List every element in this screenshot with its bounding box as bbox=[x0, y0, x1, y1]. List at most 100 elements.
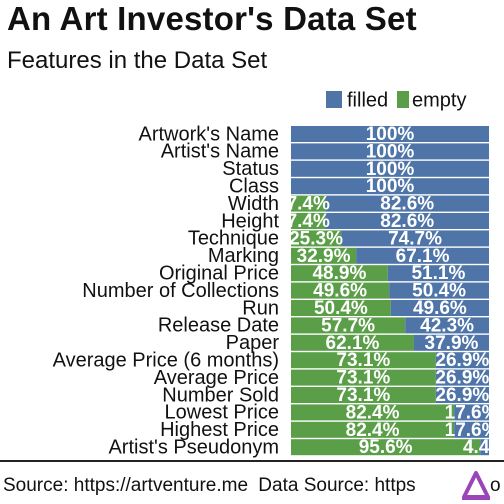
data-label-filled: 100% bbox=[366, 159, 415, 180]
data-label-filled: 51.1% bbox=[411, 263, 465, 284]
data-label-empty: 95.6% bbox=[359, 437, 413, 458]
category-label: Height bbox=[221, 210, 279, 232]
data-label-empty: 82.4% bbox=[346, 420, 400, 441]
bar-filled bbox=[435, 352, 489, 369]
bar-filled bbox=[389, 282, 489, 299]
bar-filled bbox=[356, 247, 489, 264]
category-label: Status bbox=[222, 158, 279, 180]
data-label-empty: 73.1% bbox=[336, 350, 390, 371]
bar-filled bbox=[387, 265, 489, 282]
bar-empty bbox=[291, 387, 436, 403]
category-label: Highest Price bbox=[160, 419, 279, 441]
data-label-empty: 73.1% bbox=[336, 368, 390, 389]
legend-label-empty: empty bbox=[412, 89, 466, 111]
legend-swatch-filled bbox=[326, 91, 342, 108]
category-label: Release Date bbox=[158, 315, 279, 337]
data-label-filled: 17.6% bbox=[445, 402, 499, 423]
data-label-empty: 57.7% bbox=[321, 315, 375, 336]
triangle-logo-icon bbox=[462, 471, 490, 500]
data-label-filled: 82.6% bbox=[380, 211, 434, 232]
category-label: Lowest Price bbox=[165, 402, 280, 424]
data-label-empty: 49.6% bbox=[313, 281, 367, 302]
bar-filled bbox=[454, 404, 489, 421]
data-label-filled: 74.7% bbox=[388, 228, 442, 249]
footer-divider bbox=[0, 460, 504, 462]
data-label-empty: 62.1% bbox=[326, 333, 380, 354]
bar-filled bbox=[291, 160, 489, 177]
data-label-empty: 50.4% bbox=[314, 298, 368, 319]
data-label-filled: 100% bbox=[366, 176, 415, 197]
category-label: Marking bbox=[208, 245, 279, 267]
bar-empty bbox=[291, 334, 414, 351]
bar-filled bbox=[480, 439, 489, 456]
data-label-empty: 73.1% bbox=[336, 385, 390, 406]
footer-sources: Source: https://artventure.me Data Sourc… bbox=[3, 474, 416, 498]
chart-subtitle: Features in the Data Set bbox=[7, 47, 268, 74]
bar-filled bbox=[454, 421, 489, 438]
bar-empty bbox=[291, 369, 436, 386]
data-label-filled: 82.6% bbox=[380, 194, 434, 215]
bar-empty bbox=[291, 317, 406, 334]
category-label: Run bbox=[242, 297, 279, 319]
bar-empty bbox=[291, 439, 481, 456]
bar-filled bbox=[291, 178, 489, 195]
category-label: Artist's Name bbox=[161, 141, 279, 163]
data-label-filled: 26.9% bbox=[435, 350, 489, 371]
category-label: Original Price bbox=[159, 262, 279, 284]
data-label-filled: 100% bbox=[366, 141, 415, 162]
chart-title: An Art Investor's Data Set bbox=[7, 0, 417, 37]
bar-empty bbox=[291, 247, 357, 264]
data-label-empty: 82.4% bbox=[346, 402, 400, 423]
bar-filled bbox=[413, 334, 489, 351]
category-label: Technique bbox=[188, 228, 279, 250]
category-label: Number Sold bbox=[162, 384, 279, 406]
bar-empty bbox=[291, 282, 390, 299]
bar-filled bbox=[341, 230, 489, 247]
category-label: Average Price (6 months) bbox=[53, 349, 279, 371]
data-label-empty: 25.3% bbox=[289, 228, 343, 249]
bar-empty bbox=[291, 404, 455, 421]
bar-empty bbox=[291, 300, 391, 316]
bar-empty bbox=[291, 352, 436, 369]
legend-label-filled: filled bbox=[347, 89, 388, 111]
data-label-filled: 26.9% bbox=[435, 368, 489, 389]
data-label-filled: 37.9% bbox=[425, 333, 479, 354]
bar-filled bbox=[325, 195, 489, 212]
bar-empty bbox=[291, 421, 455, 438]
category-label: Artist's Pseudonym bbox=[108, 436, 279, 458]
bar-filled bbox=[390, 300, 489, 316]
bar-filled bbox=[325, 213, 489, 229]
data-label-empty: 7.4% bbox=[287, 194, 330, 215]
bar-empty bbox=[291, 230, 342, 247]
category-label: Class bbox=[229, 175, 279, 197]
data-label-filled: 49.6% bbox=[413, 298, 467, 319]
bar-empty bbox=[291, 265, 388, 282]
footer-data-source: Data Source: https bbox=[258, 475, 416, 496]
data-label-filled: 67.1% bbox=[396, 246, 450, 267]
category-label: Number of Collections bbox=[82, 280, 279, 302]
stacked-bar-chart: Artwork's Name 100% Artist's Name 100% Statu… bbox=[52, 89, 504, 459]
data-label-empty: 32.9% bbox=[297, 246, 351, 267]
category-label: Average Price bbox=[154, 367, 279, 389]
legend-swatch-empty bbox=[397, 91, 409, 108]
data-label-empty: 7.4% bbox=[287, 211, 330, 232]
data-label-filled: 100% bbox=[366, 124, 415, 145]
bar-filled bbox=[405, 317, 489, 334]
bar-empty bbox=[291, 213, 326, 229]
data-label-filled: 50.4% bbox=[412, 281, 466, 302]
category-label: Paper bbox=[226, 332, 280, 354]
bar-filled bbox=[291, 126, 489, 142]
bar-filled bbox=[435, 369, 489, 386]
category-label: Width bbox=[228, 193, 279, 215]
footer-source-link[interactable]: Source: https://artventure.me bbox=[3, 475, 249, 496]
data-label-filled: 26.9% bbox=[435, 385, 489, 406]
data-label-filled: 17.6% bbox=[445, 420, 499, 441]
footer-tail-text: o bbox=[490, 475, 501, 496]
category-label: Artwork's Name bbox=[138, 123, 279, 145]
data-label-empty: 48.9% bbox=[312, 263, 366, 284]
data-label-filled: 42.3% bbox=[420, 315, 474, 336]
bar-filled bbox=[435, 387, 489, 403]
bar-filled bbox=[291, 143, 489, 160]
bar-empty bbox=[291, 195, 326, 212]
data-label-filled: 4.4% bbox=[463, 437, 504, 458]
